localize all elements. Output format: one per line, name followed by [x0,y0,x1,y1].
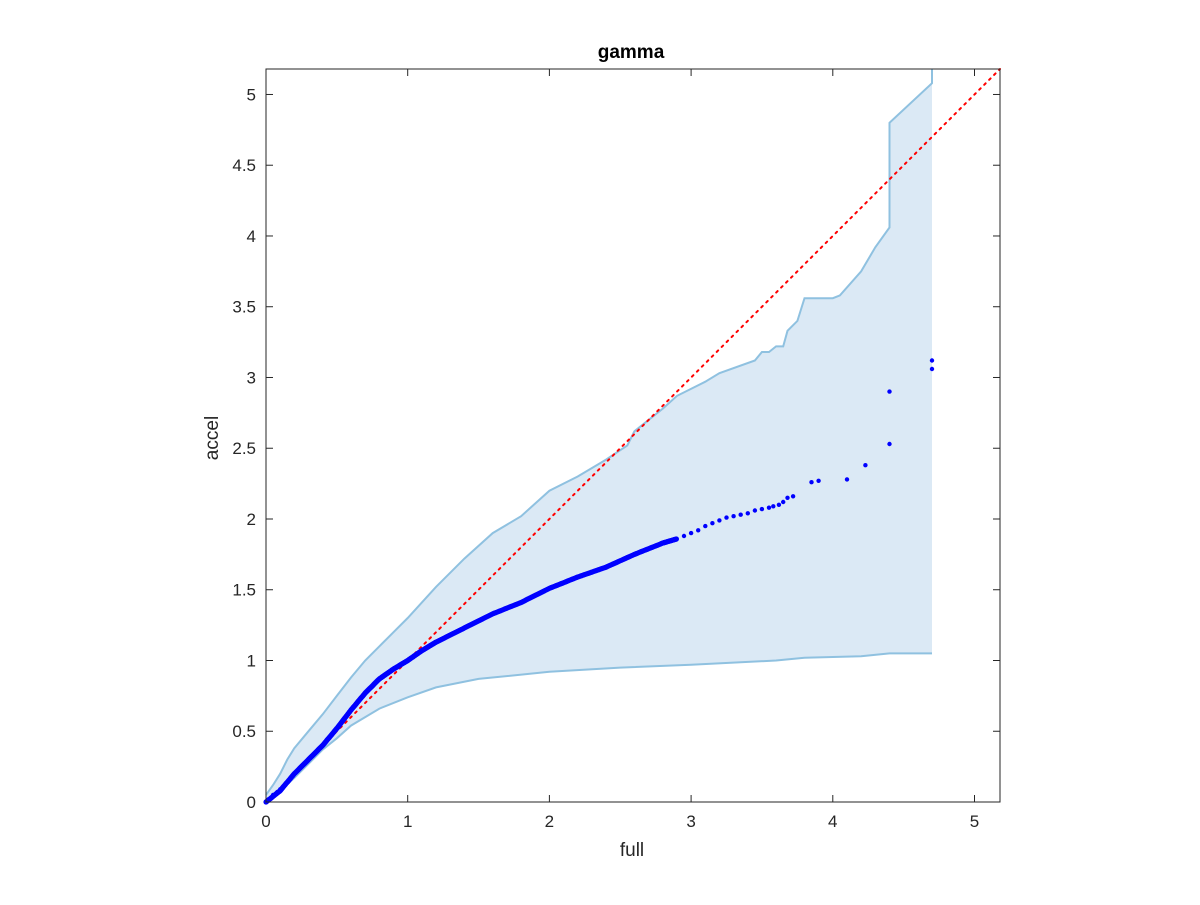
plot-box [265,68,1001,803]
data-point [717,518,722,523]
data-point [887,389,892,394]
data-point [270,792,276,798]
data-point [766,505,772,510]
data-point [278,787,283,792]
data-points [263,358,935,805]
y-axis-label: accel [202,416,223,460]
data-point [771,504,776,509]
band-upper-edge [265,69,933,796]
data-point [710,521,715,526]
band-fill [266,69,932,802]
data-point [844,477,850,482]
y-tick-label: 3 [247,368,256,387]
y-tick-label: 2 [247,510,256,529]
band-lower-edge [265,652,932,803]
data-point [790,494,796,499]
x-tick-label: 0 [261,812,270,831]
data-point [745,511,750,516]
data-point [785,495,790,500]
data-point [731,514,736,519]
data-point [816,478,821,483]
x-tick-label: 5 [970,812,979,831]
data-point [776,502,782,507]
confidence-band [265,69,933,803]
x-tick-label: 1 [403,812,412,831]
chart-title: gamma [598,42,665,63]
data-point [759,506,765,512]
data-point [688,530,694,536]
data-point [752,508,758,513]
y-tick-label: 5 [247,85,256,104]
data-point [696,528,701,533]
y-tick-label: 2.5 [232,439,256,458]
tick-labels: 0 1 2 3 4 5 0 0.5 1 1.5 2 2.5 3 3.5 4 4.5 5 [232,85,979,831]
data-point [673,536,680,542]
reference-line-diagonal [265,68,1001,803]
data-point [275,789,280,795]
y-tick-label: 1 [247,651,256,670]
x-tick-label: 2 [545,812,554,831]
x-tick-label: 4 [828,812,837,831]
x-tick-label: 3 [686,812,695,831]
axes [265,68,1001,803]
data-point [266,797,271,802]
y-tick-label: 0 [247,793,256,812]
data-point [724,515,729,520]
data-point [681,533,687,539]
data-point [863,463,868,468]
data-point [738,512,743,517]
data-point [809,480,814,485]
data-point [703,523,708,529]
y-tick-label: 4 [247,227,256,246]
reference-line [265,68,1001,803]
data-point [929,358,935,363]
y-tick-label: 1.5 [232,581,256,600]
y-tick-label: 0.5 [232,722,256,741]
data-point [887,441,892,447]
x-axis-label: full [620,840,644,861]
data-point [781,499,786,505]
data-point [929,366,935,372]
y-tick-label: 3.5 [232,298,256,317]
y-tick-label: 4.5 [232,156,256,175]
